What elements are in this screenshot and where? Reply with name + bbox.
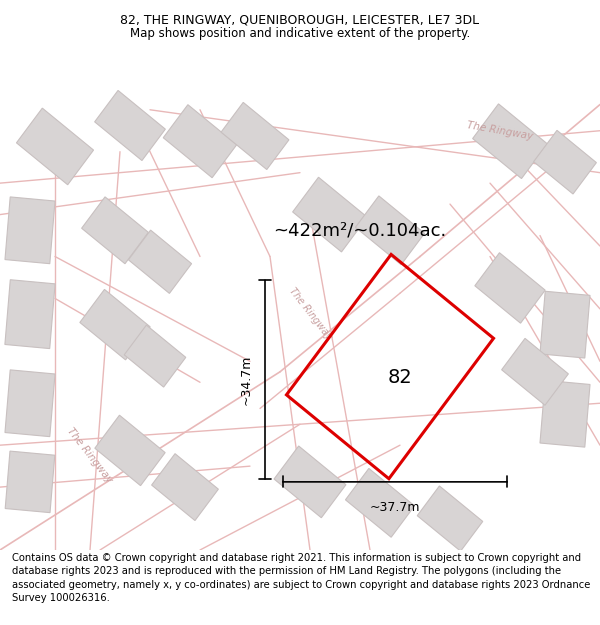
Text: Map shows position and indicative extent of the property.: Map shows position and indicative extent… <box>130 27 470 40</box>
Polygon shape <box>417 486 483 551</box>
Text: The Ringway: The Ringway <box>287 286 333 342</box>
Polygon shape <box>355 196 425 265</box>
Polygon shape <box>5 370 55 437</box>
Polygon shape <box>502 338 568 405</box>
Text: 82: 82 <box>388 368 412 386</box>
Polygon shape <box>274 446 346 518</box>
Polygon shape <box>540 291 590 358</box>
Text: ~37.7m: ~37.7m <box>370 501 420 514</box>
Text: 82, THE RINGWAY, QUENIBOROUGH, LEICESTER, LE7 3DL: 82, THE RINGWAY, QUENIBOROUGH, LEICESTER… <box>121 14 479 27</box>
Polygon shape <box>82 197 148 264</box>
Text: The Ringway: The Ringway <box>466 120 534 141</box>
Polygon shape <box>221 102 289 169</box>
Polygon shape <box>152 454 218 521</box>
Polygon shape <box>346 468 415 538</box>
Polygon shape <box>163 104 237 177</box>
Text: The Ringway: The Ringway <box>65 426 115 485</box>
Polygon shape <box>293 177 367 252</box>
Polygon shape <box>16 108 94 185</box>
Text: Contains OS data © Crown copyright and database right 2021. This information is : Contains OS data © Crown copyright and d… <box>12 553 590 602</box>
Polygon shape <box>533 131 596 194</box>
Text: ~34.7m: ~34.7m <box>240 354 253 405</box>
Polygon shape <box>95 415 165 486</box>
Polygon shape <box>473 104 547 179</box>
Polygon shape <box>80 289 150 360</box>
Polygon shape <box>5 197 55 264</box>
Polygon shape <box>128 230 191 293</box>
Polygon shape <box>475 253 545 323</box>
Polygon shape <box>5 451 55 512</box>
Text: ~422m²/~0.104ac.: ~422m²/~0.104ac. <box>274 221 446 239</box>
Polygon shape <box>540 381 590 447</box>
Polygon shape <box>124 325 186 387</box>
Polygon shape <box>95 91 166 161</box>
Polygon shape <box>5 280 55 349</box>
